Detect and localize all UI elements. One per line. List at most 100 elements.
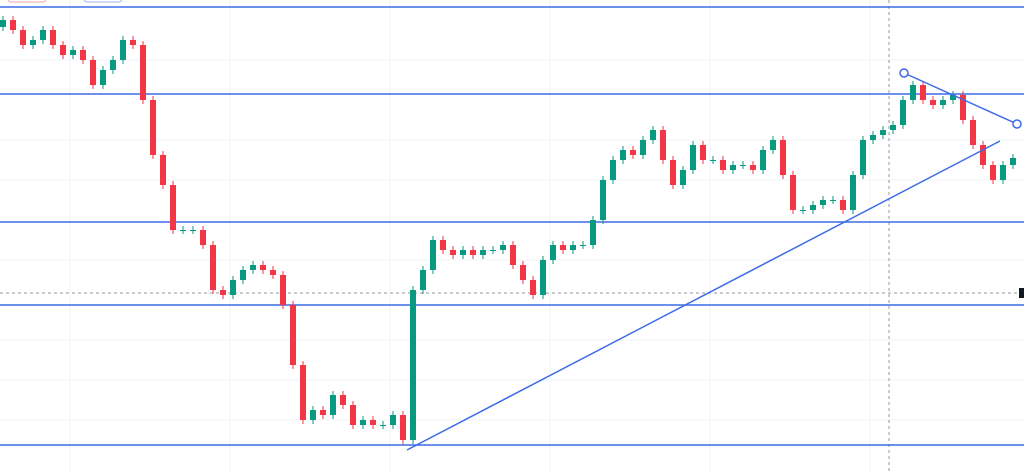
candle-body [180, 230, 186, 231]
candle-body [530, 280, 536, 295]
candle-body [770, 140, 776, 150]
candle-body [740, 165, 746, 166]
candle-body [200, 230, 206, 245]
candle-body [510, 245, 516, 265]
candle-body [70, 50, 76, 55]
candle-body [260, 265, 266, 270]
candle-body [730, 165, 736, 170]
candle-body [10, 20, 16, 30]
candle-body [680, 170, 686, 185]
candle-body [660, 130, 666, 160]
candles [0, 16, 1016, 444]
buy-button[interactable] [83, 0, 123, 3]
candle-body [240, 270, 246, 280]
candle-body [910, 85, 916, 100]
candle-body [320, 410, 326, 415]
candle-body [170, 185, 176, 230]
candle-body [1010, 158, 1016, 165]
candle-body [810, 205, 816, 210]
candle-body [610, 160, 616, 180]
candle-body [300, 365, 306, 420]
candle-body [90, 60, 96, 85]
candle-body [560, 245, 566, 250]
candle-body [370, 420, 376, 425]
candle-body [990, 165, 996, 180]
candle-body [350, 405, 356, 425]
candle-body [870, 135, 876, 140]
candle-body [450, 250, 456, 255]
candle-body [160, 155, 166, 185]
sell-button[interactable] [7, 0, 47, 3]
candle-body [210, 245, 216, 290]
candle-body [670, 160, 676, 185]
candle-body [690, 145, 696, 170]
candle-body [330, 395, 336, 415]
candle-body [720, 160, 726, 170]
candle-body [980, 145, 986, 165]
candle-body [860, 140, 866, 175]
candle-body [280, 275, 286, 305]
candle-body [930, 100, 936, 105]
candle-body [570, 245, 576, 250]
candle-body [130, 40, 136, 45]
candle-body [250, 265, 256, 270]
candle-body [960, 95, 966, 120]
trend-line [406, 140, 1001, 451]
candle-body [190, 230, 196, 231]
candle-body [470, 250, 476, 255]
candle-body [890, 125, 896, 130]
price-marker [1019, 288, 1024, 298]
candle-body [100, 70, 106, 85]
candle-body [310, 410, 316, 420]
candle-body [440, 240, 446, 250]
candle-body [840, 200, 846, 210]
candle-body [880, 130, 886, 135]
candle-body [20, 30, 26, 45]
candle-body [40, 30, 46, 40]
candle-body [430, 240, 436, 270]
candle-body [1000, 165, 1006, 180]
candle-body [850, 175, 856, 210]
candle-body [140, 45, 146, 100]
candle-body [790, 175, 796, 210]
candle-body [820, 200, 826, 205]
candle-body [710, 160, 716, 161]
candle-body [230, 280, 236, 295]
candle-body [580, 245, 586, 246]
candle-body [630, 150, 636, 155]
candle-body [900, 100, 906, 125]
candle-body [600, 180, 606, 220]
candle-body [650, 130, 656, 140]
candle-body [520, 265, 526, 280]
candle-body [110, 60, 116, 70]
candle-body [750, 165, 756, 170]
candle-body [30, 40, 36, 45]
candle-body [400, 415, 406, 440]
candle-body [950, 95, 956, 100]
candle-body [0, 20, 6, 27]
candle-body [640, 140, 646, 155]
candle-body [970, 120, 976, 145]
candle-body [760, 150, 766, 170]
candle-body [380, 425, 386, 426]
trend-handle[interactable] [899, 68, 909, 78]
candle-body [590, 220, 596, 245]
candle-body [420, 270, 426, 290]
candle-body [360, 420, 366, 425]
candle-body [290, 305, 296, 365]
candle-body [270, 270, 276, 275]
candle-body [120, 40, 126, 60]
candle-body [220, 290, 226, 295]
candle-body [830, 200, 836, 201]
candle-body [920, 85, 926, 100]
candle-body [480, 250, 486, 255]
candle-body [620, 150, 626, 160]
candle-body [490, 250, 496, 251]
candle-body [460, 250, 466, 255]
trend-handle[interactable] [1012, 119, 1022, 129]
candle-body [390, 415, 396, 425]
candle-body [50, 30, 56, 45]
candle-body [340, 395, 346, 405]
